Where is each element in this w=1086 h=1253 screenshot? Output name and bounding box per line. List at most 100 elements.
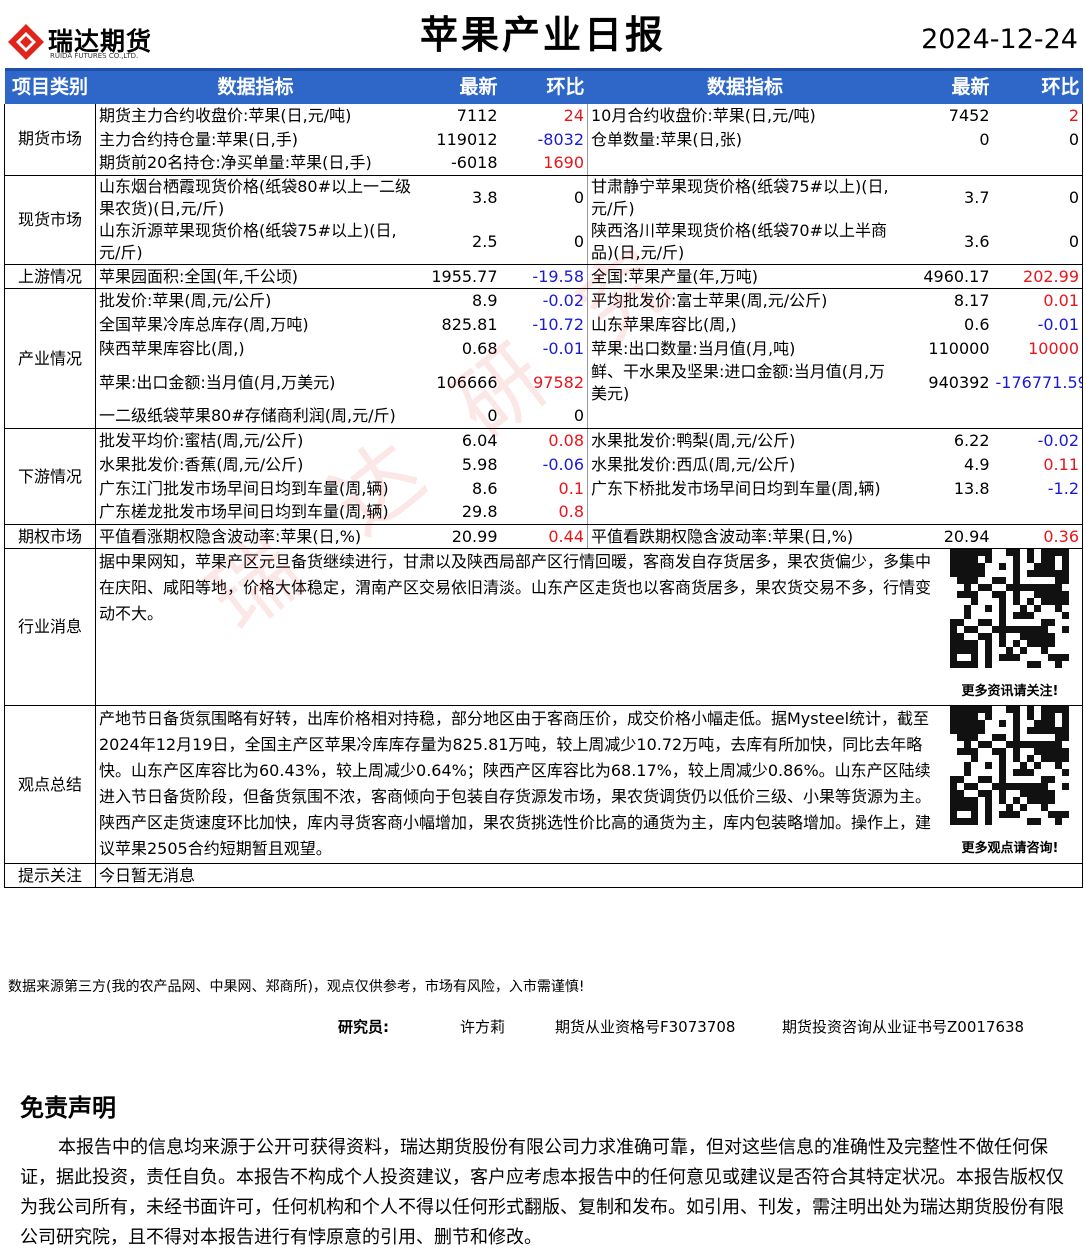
data-row: 期货前20名持仓:净买单量:苹果(日,手) -6018 1690 <box>5 151 1083 176</box>
latest-value: 110000 <box>928 338 990 358</box>
qr-code <box>950 549 1069 668</box>
latest-value: 7452 <box>948 105 990 125</box>
logo-icon <box>8 24 44 60</box>
latest-value: 119012 <box>436 129 498 149</box>
disclaimer-text: 本报告中的信息均来源于公开可获得资料，瑞达期货股份有限公司力求准确可靠，但对这些… <box>20 1137 1064 1248</box>
indicator-name: 水果批发价:鸭梨(周,元/公斤) <box>591 430 796 450</box>
report-title: 苹果产业日报 <box>419 13 666 57</box>
change-value: 0.36 <box>992 524 1083 549</box>
latest-value: 1955.77 <box>415 264 501 289</box>
header-row: 项目类别 数据指标 最新 环比 数据指标 最新 环比 <box>4 68 1083 104</box>
indicator-name: 苹果:出口金额:当月值(月,万美元) <box>99 372 336 392</box>
empty-cell <box>587 500 1083 525</box>
category: 观点总结 <box>4 705 96 864</box>
indicator-name: 甘肃静宁苹果现货价格(纸袋75#以上)(日,元/斤) <box>591 177 889 218</box>
change-value: 97582 <box>500 360 588 405</box>
category: 期货市场 <box>4 103 96 176</box>
latest-value: 0.6 <box>964 314 990 334</box>
data-row: 苹果:出口金额:当月值(月,万美元) 106666 97582 鲜、干水果及坚果:进口… <box>5 360 1083 405</box>
change-value: 0.08 <box>500 428 588 453</box>
latest-value: 8.17 <box>953 290 990 310</box>
column-header: 最新 <box>902 68 993 104</box>
qr-block: 更多资讯请关注! <box>941 549 1079 705</box>
change-value: 0.8 <box>500 500 588 525</box>
indicator-name: 山东沂源苹果现货价格(纸袋75#以上)(日,元/斤) <box>95 220 416 265</box>
consult-license: 期货投资咨询从业证书号Z0017638 <box>782 1018 1025 1036</box>
latest-value: 940392 <box>928 372 990 392</box>
indicator-name: 山东烟台栖霞现货价格(纸袋80#以上一二级果农货)(日,元/斤) <box>99 177 412 218</box>
data-row: 山东沂源苹果现货价格(纸袋75#以上)(日,元/斤) 2.5 0 陕西洛川苹果现货价格… <box>5 220 1083 265</box>
data-row: 陕西苹果库容比(周,) 0.68 -0.01 苹果:出口数量:当月值(月,吨) 1100… <box>5 336 1083 361</box>
change-value: -8032 <box>500 127 588 152</box>
indicator-name: 10月合约收盘价:苹果(日,元/吨) <box>591 105 816 125</box>
change-value: 0.44 <box>500 524 588 549</box>
data-row: 全国苹果冷库总库存(周,万吨) 825.81 -10.72 山东苹果库容比(周,) 0.… <box>5 312 1083 337</box>
change-value: 24 <box>500 103 588 128</box>
data-row: 产业情况 批发价:苹果(周,元/公斤) 8.9 -0.02 平均批发价:富士苹果(周,元… <box>4 288 1083 429</box>
column-header: 数据指标 <box>587 68 903 104</box>
source-note: 数据来源第三方(我的农产品网、中果网、郑商所)，观点仅供参考，市场有风险，入市需… <box>8 979 585 995</box>
data-row: 现货市场 山东烟台栖霞现货价格(纸袋80#以上一二级果农货)(日,元/斤) 3.8 0… <box>4 175 1083 265</box>
indicator-name: 广东槎龙批发市场早间日均到车量(周,辆) <box>95 500 416 525</box>
qr-caption: 更多资讯请关注! <box>961 684 1059 699</box>
indicator-name: 平均批发价:富士苹果(周,元/公斤) <box>591 290 828 310</box>
header: 瑞达期货 RUIDA FUTURES CO.,LTD. 苹果产业日报 2024-… <box>0 0 1086 68</box>
change-value: 0 <box>992 220 1083 265</box>
commentary-cell: 更多资讯请关注! 据中果网知，苹果产区元旦备货继续进行，甘肃以及陕西局部产区行情回… <box>95 548 1083 706</box>
data-row: 期货市场 期货主力合约收盘价:苹果(日,元/吨) 7112 24 10月合约收盘价:苹果… <box>4 103 1083 176</box>
latest-value: 4.9 <box>964 454 990 474</box>
data-row: 一二级纸袋苹果80#存储商利润(周,元/斤) 0 0 <box>5 404 1083 429</box>
latest-value: 8.6 <box>472 478 498 498</box>
commentary-text: 产地节日备货氛围略有好转，出库价格相对持稳，部分地区由于客商压价，成交价格小幅走… <box>99 709 932 858</box>
latest-value: -6018 <box>415 151 501 176</box>
change-value: 1690 <box>500 151 588 176</box>
indicator-name: 苹果:出口数量:当月值(月,吨) <box>591 338 796 358</box>
change-value: 0 <box>992 127 1083 152</box>
change-value: 0 <box>500 404 588 429</box>
empty-cell <box>587 151 1083 176</box>
category: 产业情况 <box>4 288 96 429</box>
category: 行业消息 <box>4 548 96 706</box>
change-value: -176771.59 <box>992 360 1083 405</box>
change-value: 0 <box>500 175 588 220</box>
latest-value: 0.68 <box>461 338 498 358</box>
latest-value: 20.99 <box>415 524 501 549</box>
indicator-name: 批发平均价:蜜桔(周,元/公斤) <box>99 430 304 450</box>
data-row: 上游情况 苹果园面积:全国(年,千公顷) 1955.77 -19.58 全国:苹果产量(… <box>4 264 1083 289</box>
data-row: 期权市场 平值看涨期权隐含波动率:苹果(日,%) 20.99 0.44 平值看跌期权隐含… <box>4 524 1083 549</box>
change-value: -0.02 <box>500 288 588 313</box>
indicator-name: 陕西洛川苹果现货价格(纸袋70#以上半商品)(日,元/斤) <box>587 220 903 265</box>
category: 下游情况 <box>4 428 96 525</box>
latest-value: 6.22 <box>953 430 990 450</box>
data-row: 主力合约持仓量:苹果(日,手) 119012 -8032 仓单数量:苹果(日,张) 0 0 <box>5 127 1083 152</box>
report-date: 2024-12-24 <box>921 24 1078 55</box>
indicator-name: 广东下桥批发市场早间日均到车量(周,辆) <box>591 478 881 498</box>
indicator-name: 仓单数量:苹果(日,张) <box>591 129 742 149</box>
latest-value: 13.8 <box>953 478 990 498</box>
data-row: 广东槎龙批发市场早间日均到车量(周,辆) 29.8 0.8 <box>5 500 1083 525</box>
latest-value: 6.04 <box>461 430 498 450</box>
latest-value: 20.94 <box>902 524 993 549</box>
commentary-cell: 更多观点请咨询! 产地节日备货氛围略有好转，出库价格相对持稳，部分地区由于客商压价… <box>95 705 1083 864</box>
category: 期权市场 <box>4 524 96 549</box>
latest-value: 8.9 <box>472 290 498 310</box>
indicator-name: 平值看涨期权隐含波动率:苹果(日,%) <box>95 524 416 549</box>
researcher-name: 许方莉 <box>460 1018 506 1036</box>
latest-value: 3.8 <box>472 188 498 207</box>
indicator-name: 期货前20名持仓:净买单量:苹果(日,手) <box>95 151 416 176</box>
change-value: 0 <box>992 175 1083 220</box>
change-value: -0.01 <box>992 312 1083 337</box>
qr-block: 更多观点请咨询! <box>941 706 1079 862</box>
tip-row: 提示关注 今日暂无消息 <box>4 863 1083 888</box>
qr-code <box>950 706 1069 825</box>
empty-cell <box>587 404 1083 429</box>
change-value: -10.72 <box>500 312 588 337</box>
logo-subtext: RUIDA FUTURES CO.,LTD. <box>50 52 139 60</box>
license-number: 期货从业资格号F3073708 <box>555 1018 736 1036</box>
category: 上游情况 <box>4 264 96 289</box>
column-header: 环比 <box>500 68 588 104</box>
column-header: 数据指标 <box>95 68 416 104</box>
change-value: 0.1 <box>500 476 588 501</box>
change-value: 202.99 <box>992 264 1083 289</box>
